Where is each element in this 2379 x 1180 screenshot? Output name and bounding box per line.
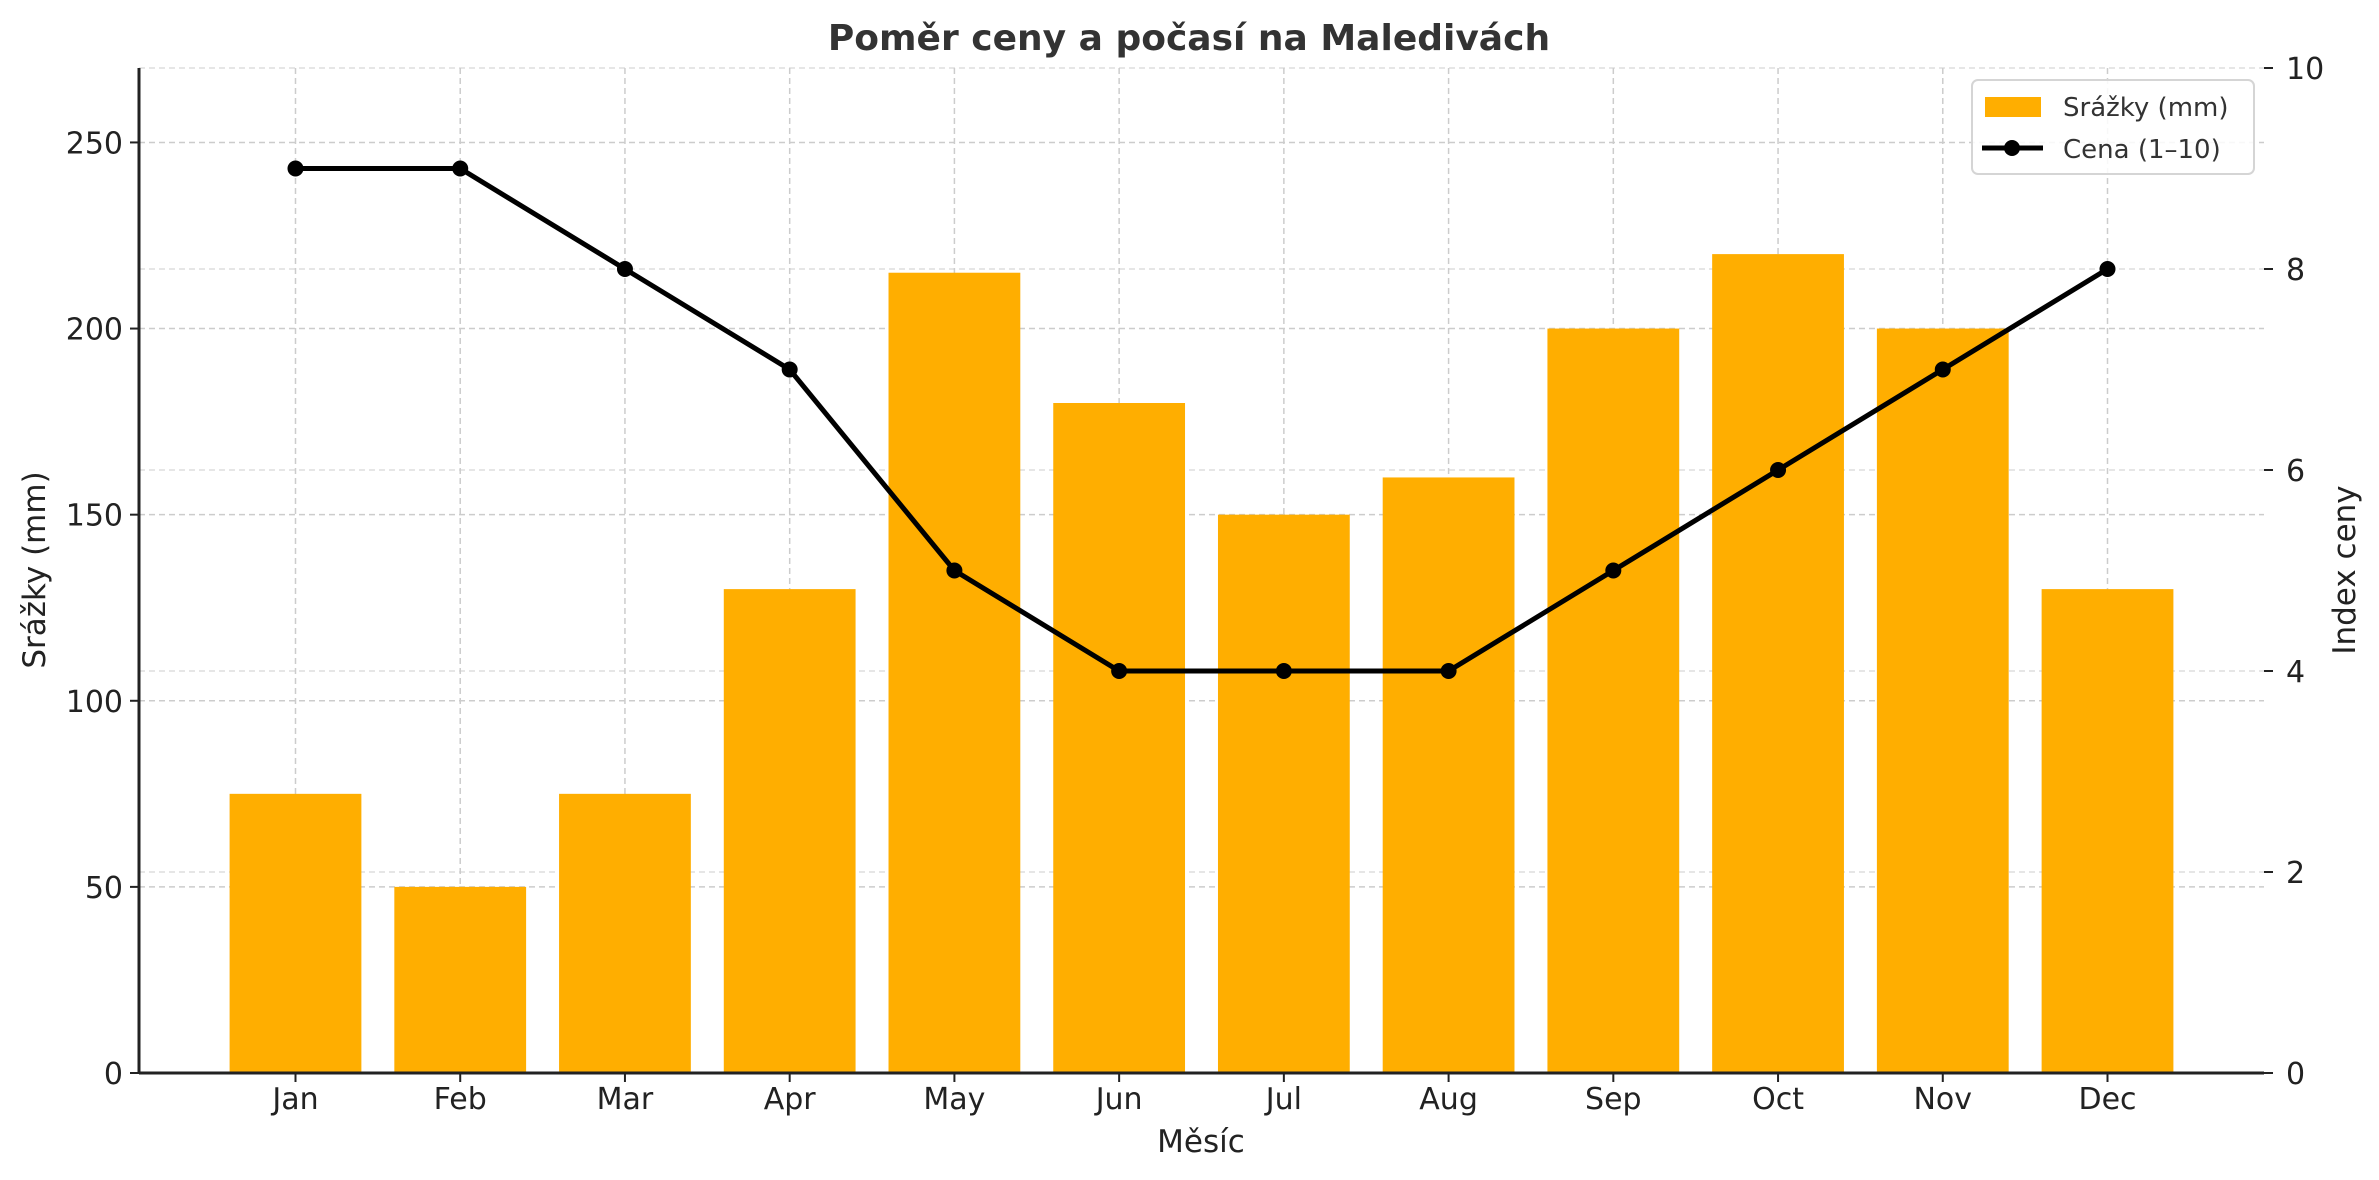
bar xyxy=(1053,403,1186,1073)
line-marker xyxy=(452,160,469,177)
x-tick-label: Dec xyxy=(2078,1082,2136,1117)
bar xyxy=(723,589,856,1073)
bar xyxy=(1217,514,1350,1073)
y-tick-label: 50 xyxy=(85,871,123,906)
x-tick-label: Jul xyxy=(1264,1082,1302,1117)
y-tick-label: 0 xyxy=(104,1057,123,1092)
line-marker xyxy=(1770,462,1787,478)
x-tick-label: Aug xyxy=(1419,1082,1478,1117)
y-right-tick-label: 8 xyxy=(2286,253,2305,288)
legend-bar-label: Srážky (mm) xyxy=(2063,93,2229,123)
bar xyxy=(888,272,1021,1073)
y-tick-label: 200 xyxy=(66,313,123,348)
bar xyxy=(229,793,362,1073)
line-marker xyxy=(1934,361,1951,378)
bar xyxy=(394,886,527,1073)
x-tick-label: Nov xyxy=(1913,1082,1972,1117)
y-tick-label: 150 xyxy=(66,499,123,534)
x-axis-label: Měsíc xyxy=(1157,1124,1245,1160)
y-right-tick-label: 2 xyxy=(2286,856,2305,891)
x-tick-label: Jan xyxy=(270,1082,318,1117)
line-marker xyxy=(781,361,798,378)
legend-line-marker xyxy=(2004,140,2020,156)
bar-series xyxy=(229,254,2174,1074)
x-tick-label: Apr xyxy=(764,1082,817,1117)
bar xyxy=(2041,589,2174,1073)
bar xyxy=(1382,477,1515,1073)
line-marker xyxy=(2099,261,2116,277)
bar xyxy=(1547,328,1680,1073)
line-marker xyxy=(287,160,304,177)
x-tick-label: Feb xyxy=(434,1082,487,1117)
axes: 0 50 100 150 200 250 0 2 4 6 8 10 Jan Feb Mar Apr May Jun… xyxy=(66,52,2324,1117)
y-axis-right-label: Index ceny xyxy=(2327,485,2363,654)
bar xyxy=(1712,254,1844,1074)
bar xyxy=(559,793,691,1073)
line-marker xyxy=(946,562,963,579)
x-tick-label: Jun xyxy=(1094,1082,1143,1117)
x-tick-label: Oct xyxy=(1752,1082,1804,1117)
x-tick-label: Mar xyxy=(597,1082,654,1117)
line-marker xyxy=(1605,562,1622,579)
chart-title: Poměr ceny a počasí na Maledivách xyxy=(828,18,1550,59)
line-marker xyxy=(1440,663,1457,679)
y-tick-label: 250 xyxy=(66,126,123,161)
line-marker xyxy=(1111,663,1128,679)
legend-line-label: Cena (1–10) xyxy=(2063,135,2221,165)
line-marker xyxy=(1275,663,1292,679)
bar xyxy=(1876,328,2009,1073)
x-tick-label: Sep xyxy=(1585,1082,1642,1117)
y-axis-label: Srážky (mm) xyxy=(17,471,53,668)
y-right-tick-label: 6 xyxy=(2286,454,2305,489)
legend: Srážky (mm) Cena (1–10) xyxy=(1971,79,2255,175)
x-tick-label: May xyxy=(923,1082,985,1117)
line-series xyxy=(287,160,2116,679)
line-marker xyxy=(616,261,633,277)
y-tick-label: 100 xyxy=(66,685,123,720)
y-right-tick-label: 4 xyxy=(2286,655,2305,690)
y-right-tick-label: 10 xyxy=(2286,52,2324,87)
y-right-tick-label: 0 xyxy=(2286,1057,2305,1092)
legend-bar-swatch xyxy=(1985,97,2041,117)
